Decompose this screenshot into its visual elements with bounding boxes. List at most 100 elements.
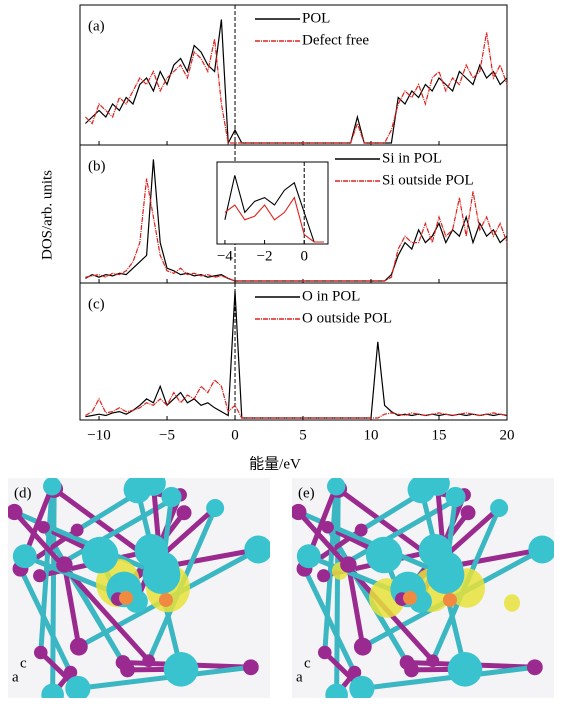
atom xyxy=(443,593,457,607)
atom xyxy=(340,556,357,573)
bond xyxy=(38,486,55,653)
atom xyxy=(526,659,543,676)
atom xyxy=(37,520,50,534)
legend-label: Si outside POL xyxy=(382,172,474,188)
x-tick-label: −5 xyxy=(159,427,175,443)
atom xyxy=(81,536,119,574)
inset-tick-label: 0 xyxy=(300,248,308,264)
atom xyxy=(33,645,48,660)
x-tick-label: 15 xyxy=(432,427,447,443)
atom xyxy=(70,523,84,537)
atom xyxy=(317,569,331,583)
image-label: (e) xyxy=(298,485,315,501)
bond xyxy=(22,485,55,558)
structure-image: (e) ca xyxy=(292,478,554,698)
atom xyxy=(42,478,62,496)
inset-tick-label: −2 xyxy=(257,248,273,264)
charge-isosurface xyxy=(504,594,520,612)
atom xyxy=(292,503,307,521)
atom xyxy=(296,544,321,569)
panel-frame xyxy=(79,282,508,421)
legend-label: O outside POL xyxy=(302,310,392,326)
bond xyxy=(345,564,366,648)
axis-letter: a xyxy=(296,669,303,685)
bond xyxy=(12,510,151,663)
atom xyxy=(426,654,440,668)
atom xyxy=(159,593,173,607)
inset-line xyxy=(224,175,324,243)
bond xyxy=(122,506,217,592)
atom xyxy=(65,675,91,698)
atom xyxy=(354,523,368,537)
atom xyxy=(242,659,259,676)
x-tick-label: 5 xyxy=(299,427,307,443)
atom xyxy=(56,556,73,573)
image-label: (d) xyxy=(14,485,32,501)
atom xyxy=(407,478,436,504)
atom xyxy=(142,654,156,668)
structure-image: (d) ca xyxy=(8,478,270,698)
legend-label: POL xyxy=(302,10,330,26)
x-tick-label: 0 xyxy=(231,427,239,443)
legend-label: O in POL xyxy=(302,288,360,304)
dos-line xyxy=(85,178,508,282)
axis-letter: c xyxy=(20,655,27,671)
atom xyxy=(353,637,372,656)
atom xyxy=(326,478,346,496)
atom xyxy=(163,652,199,687)
dos-line xyxy=(84,32,508,144)
x-tick-label: −10 xyxy=(87,427,110,443)
atom xyxy=(490,499,509,518)
x-tick-label: 20 xyxy=(500,427,515,443)
atom xyxy=(176,505,192,521)
bond xyxy=(302,567,357,674)
atom xyxy=(41,683,64,698)
atom xyxy=(349,675,375,698)
bond xyxy=(306,485,339,558)
atom xyxy=(317,645,332,660)
dos-line xyxy=(85,378,508,419)
atom xyxy=(33,569,47,583)
panel-label: (c) xyxy=(88,296,105,312)
atom xyxy=(460,505,476,521)
atom xyxy=(447,652,483,687)
legend-label: Si in POL xyxy=(382,150,442,166)
legend-label: Defect free xyxy=(302,32,369,48)
atom xyxy=(404,662,419,678)
x-tick-label: 10 xyxy=(364,427,379,443)
atom xyxy=(321,520,334,534)
bond xyxy=(61,564,82,648)
atom xyxy=(426,556,465,594)
bond xyxy=(449,547,543,569)
atom xyxy=(119,591,133,605)
bond xyxy=(18,567,73,674)
panel-label: (b) xyxy=(88,158,106,174)
atom xyxy=(206,499,225,518)
atom xyxy=(244,535,270,564)
x-axis-label: 能量/eV xyxy=(249,455,301,472)
bond xyxy=(361,664,536,691)
y-axis-label: DOS/arb. units xyxy=(39,170,55,260)
bond xyxy=(322,486,339,653)
bond xyxy=(77,664,252,691)
atom xyxy=(403,591,417,605)
atom xyxy=(528,535,554,564)
atom xyxy=(347,665,362,680)
inset-tick-label: −4 xyxy=(217,248,233,264)
atom xyxy=(365,536,403,574)
atom xyxy=(12,544,37,569)
atom xyxy=(120,662,135,678)
bond xyxy=(165,547,259,569)
atom xyxy=(69,637,88,656)
panel-label: (a) xyxy=(88,18,105,34)
atom xyxy=(8,503,23,521)
atom xyxy=(325,683,348,698)
atom xyxy=(445,486,466,508)
bond xyxy=(50,488,57,695)
bond xyxy=(334,488,341,695)
atom xyxy=(123,478,152,504)
axis-letter: a xyxy=(12,669,19,685)
atom xyxy=(161,486,182,508)
